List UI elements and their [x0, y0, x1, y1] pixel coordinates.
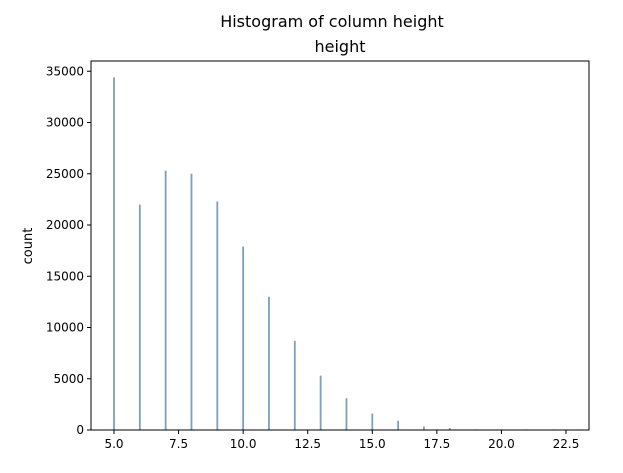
x-tick-label: 7.5: [169, 437, 188, 451]
x-tick-label: 17.5: [424, 437, 451, 451]
y-tick-label: 10000: [46, 321, 84, 335]
y-tick-label: 15000: [46, 269, 84, 283]
axes-group: 5.0 7.5 10.0 12.5 15.0 17.5 20.0 22.5 0 5000 10000…: [46, 60, 590, 451]
bar-8: [190, 173, 193, 430]
x-tick-label: 12.5: [294, 437, 321, 451]
bar-13: [319, 375, 322, 430]
x-tick-label: 22.5: [553, 437, 580, 451]
bar-18: [448, 427, 451, 430]
bar-12: [293, 340, 296, 430]
y-tick-label: 5000: [53, 372, 84, 386]
bar-15: [371, 413, 374, 430]
bar-16: [397, 420, 400, 430]
chart-suptitle: Histogram of column height: [220, 12, 444, 31]
y-tick-label: 20000: [46, 218, 84, 232]
bar-17: [423, 426, 425, 430]
bar-6: [138, 204, 141, 430]
y-tick-label: 30000: [46, 116, 84, 130]
y-tick-label: 25000: [46, 167, 84, 181]
y-tick-label: 0: [76, 423, 84, 437]
chart-title: height: [315, 37, 366, 56]
bar-14: [345, 398, 348, 430]
plot-frame: [90, 60, 590, 431]
x-tick-label: 5.0: [104, 437, 123, 451]
bar-9: [216, 201, 219, 430]
bar-10: [242, 246, 245, 430]
x-tick-label: 15.0: [359, 437, 386, 451]
y-tick-label: 35000: [46, 64, 84, 78]
bar-7: [164, 170, 167, 430]
bars-group: [113, 77, 580, 431]
x-tick-label: 20.0: [488, 437, 515, 451]
x-tick-label: 10.0: [230, 437, 257, 451]
bar-5: [113, 77, 115, 431]
y-axis-label: count: [21, 228, 36, 265]
bar-11: [268, 296, 270, 430]
